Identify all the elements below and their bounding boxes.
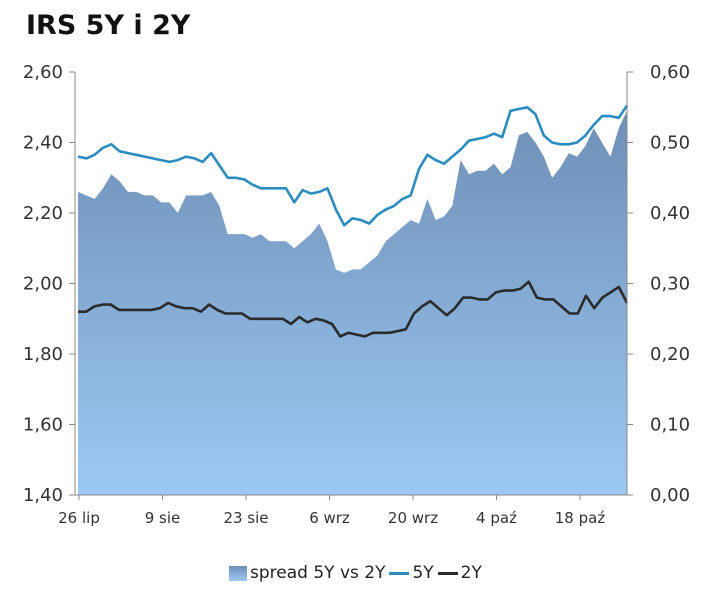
x-tick-label: 20 wrz bbox=[388, 509, 438, 527]
legend-swatch-5y bbox=[389, 571, 410, 575]
x-tick-label: 26 lip bbox=[58, 509, 100, 527]
legend-swatch-spread bbox=[229, 565, 247, 581]
x-tick-label: 6 wrz bbox=[309, 509, 350, 527]
y-left-tick-label: 1,80 bbox=[23, 344, 63, 365]
series-line-5y bbox=[77, 104, 629, 227]
legend-item-2y: 2Y bbox=[437, 563, 482, 583]
y-right-tick-label: 0,30 bbox=[650, 274, 690, 295]
y-right-tick-label: 0,60 bbox=[650, 62, 690, 83]
x-tick-label: 18 paź bbox=[555, 509, 606, 527]
y-left-tick-label: 2,20 bbox=[23, 203, 63, 224]
x-tick-label: 23 sie bbox=[223, 509, 268, 527]
y-left-tick-label: 2,60 bbox=[23, 62, 63, 83]
y-left-tick-label: 1,40 bbox=[23, 485, 63, 506]
legend-item-spread: spread 5Y vs 2Y bbox=[229, 563, 385, 583]
legend-swatch-2y bbox=[437, 571, 458, 575]
chart-title: IRS 5Y i 2Y bbox=[26, 10, 191, 41]
y-right-tick-label: 0,10 bbox=[650, 415, 690, 436]
legend-label-2y: 2Y bbox=[460, 563, 482, 583]
y-right-tick-label: 0,00 bbox=[650, 485, 690, 506]
y-left-tick-label: 2,40 bbox=[23, 133, 63, 154]
y-left-tick-label: 1,60 bbox=[23, 415, 63, 436]
y-left-tick-label: 2,00 bbox=[23, 274, 63, 295]
y-right-tick-label: 0,40 bbox=[650, 203, 690, 224]
series-line-2y bbox=[78, 280, 629, 338]
legend-label-5y: 5Y bbox=[412, 563, 434, 583]
legend-label-spread: spread 5Y vs 2Y bbox=[250, 563, 386, 583]
x-tick-label: 4 paź bbox=[476, 509, 517, 527]
y-right-tick-label: 0,20 bbox=[650, 344, 690, 365]
spread-area bbox=[78, 110, 627, 496]
x-tick-label: 9 sie bbox=[145, 509, 181, 527]
y-right-tick-label: 0,50 bbox=[650, 133, 690, 154]
legend-item-5y: 5Y bbox=[389, 563, 434, 583]
chart-legend: spread 5Y vs 2Y 5Y 2Y bbox=[229, 563, 486, 583]
